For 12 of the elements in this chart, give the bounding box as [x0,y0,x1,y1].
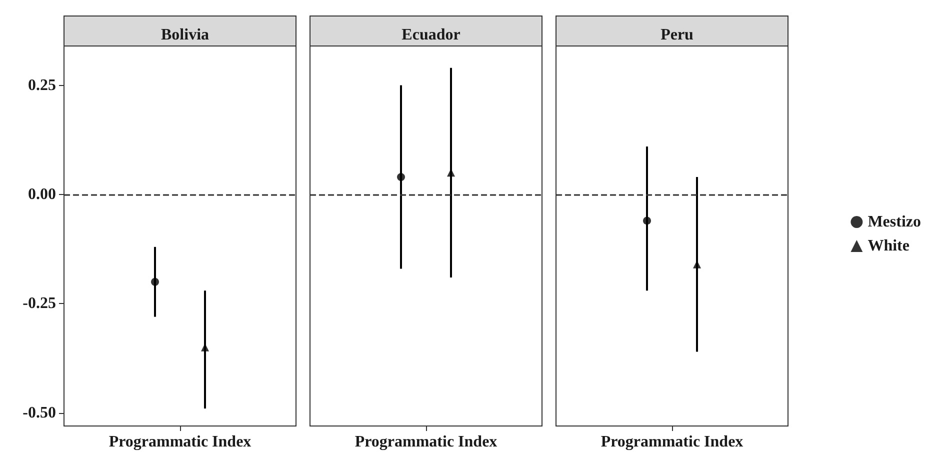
chart-title: Ecuador [402,26,460,44]
x-tick-label: Programmatic Index [108,434,252,450]
x-tick-label: Programmatic Index [600,434,744,450]
y-tick-label: 0.00 [28,186,56,204]
y-tick-label: 0.25 [28,76,56,94]
y-tick-label: -0.25 [22,295,56,312]
chart-title: Bolivia [160,26,210,44]
legend-label: White [868,238,910,254]
x-tick-label: Programmatic Index [354,434,498,450]
y-tick-label: -0.50 [22,404,56,422]
chart-title: Peru [660,26,694,44]
legend-label: Mestizo [868,214,922,230]
